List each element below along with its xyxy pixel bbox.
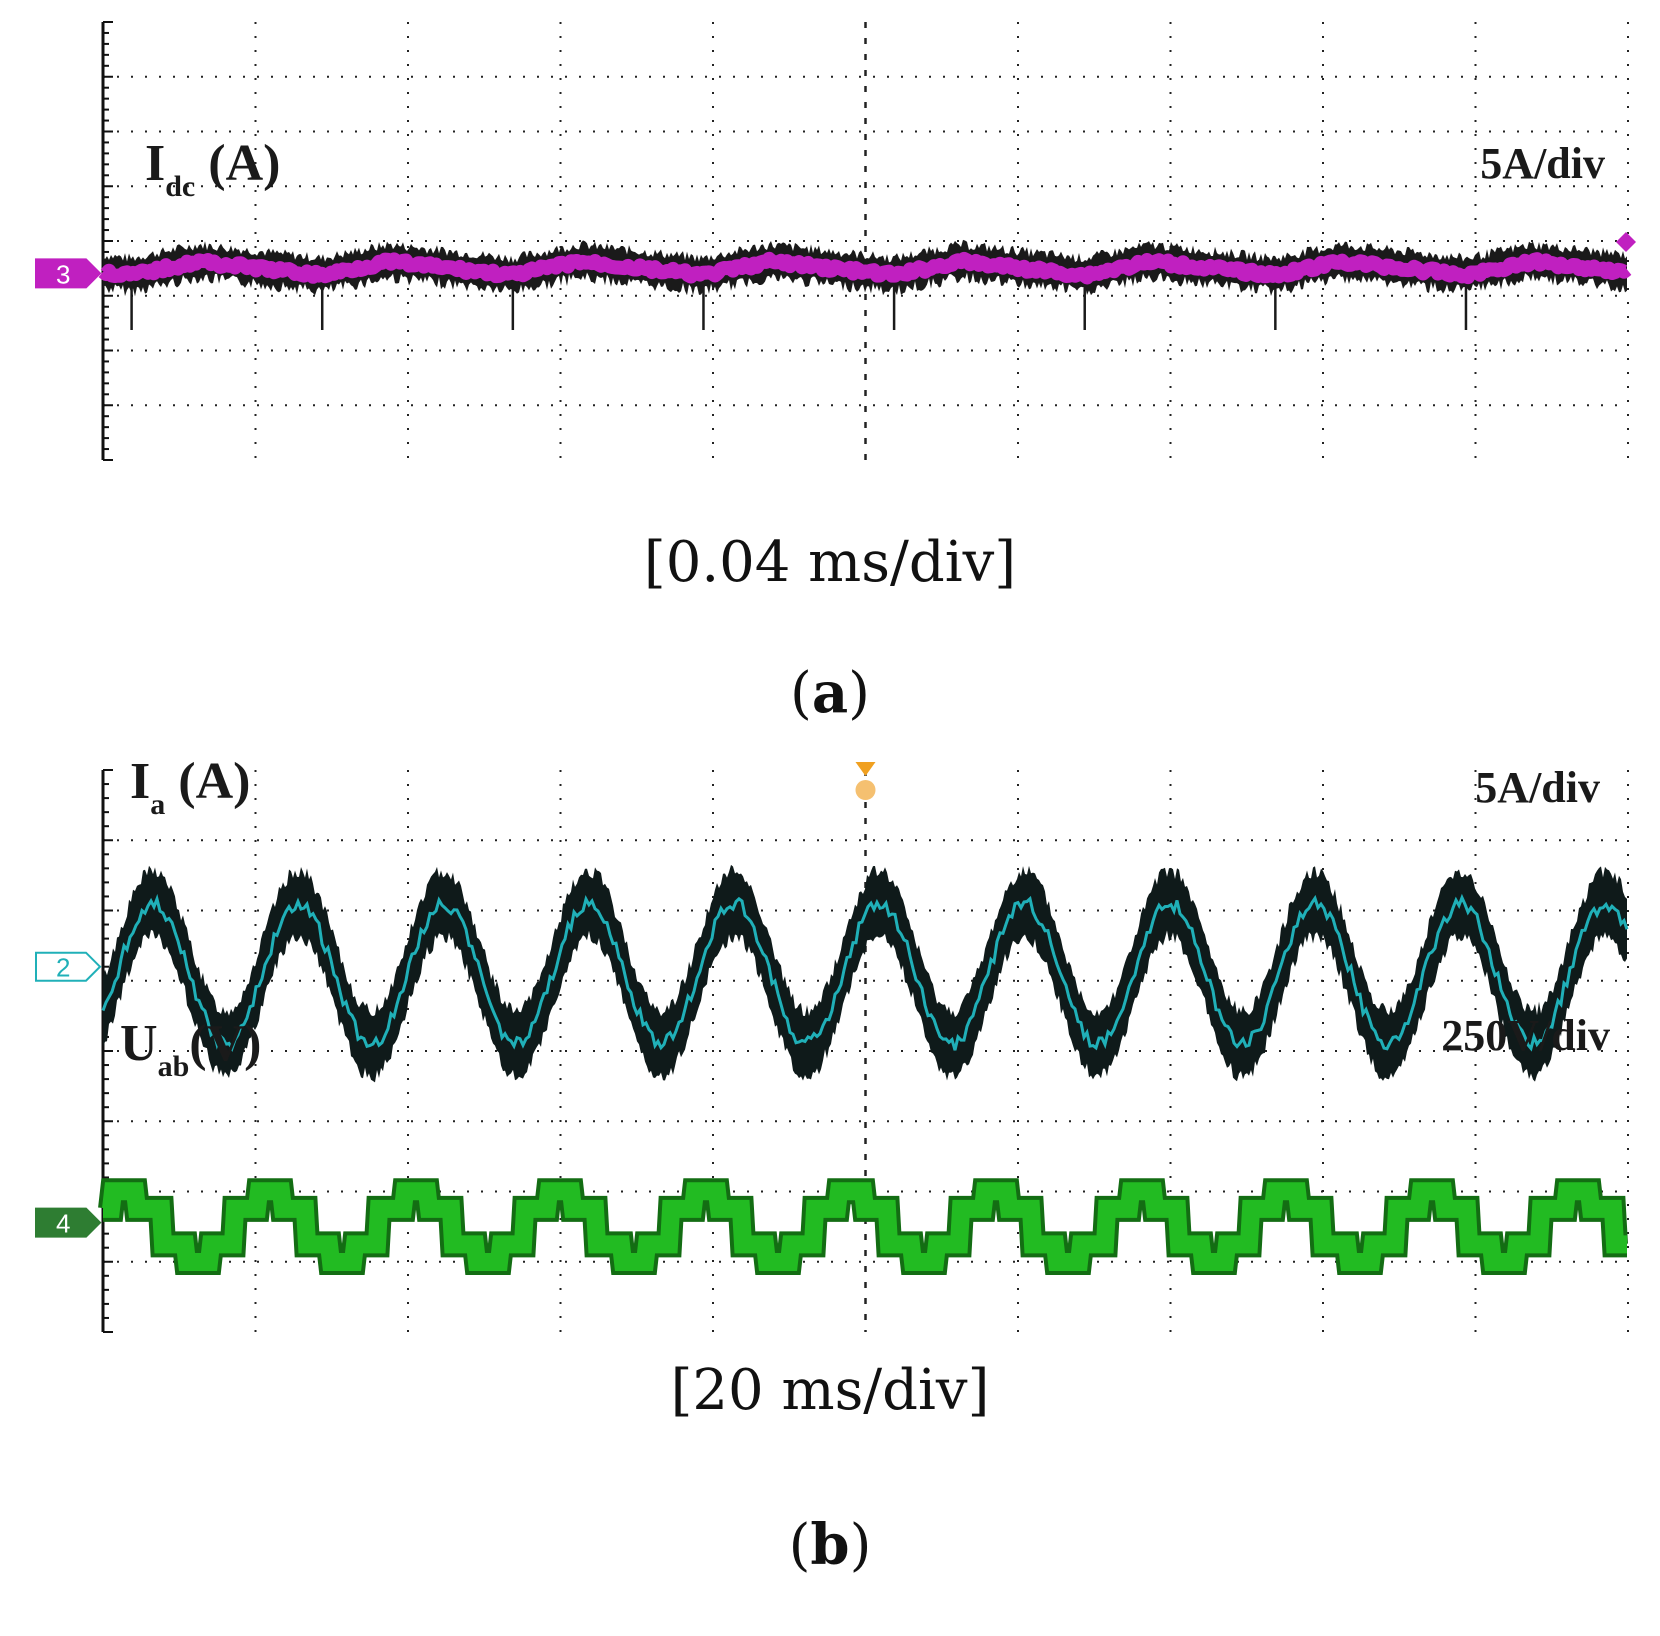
timebase-label-b: [20 ms/div] xyxy=(670,1358,990,1423)
b-trigger-marker xyxy=(855,762,876,776)
panel-letter-b: b xyxy=(810,1512,850,1578)
b-ia-channel-marker: 2 xyxy=(35,951,102,983)
b-ia-channel-marker-shape xyxy=(35,951,102,982)
panel-a: 3 Idc (A) 5A/div [0.04 ms/div] (a) xyxy=(0,0,1660,726)
b-ia-series-label: Ia (A) xyxy=(130,753,250,821)
b-ia-series-label-main: I xyxy=(130,753,150,810)
a-grid xyxy=(101,21,1629,461)
a-series-idc xyxy=(98,251,1632,285)
a-series-label-main: I xyxy=(145,135,165,192)
panel-letter-a: a xyxy=(811,660,849,726)
panel-caption-a: (a) xyxy=(789,660,870,726)
a-series-label: Idc (A) xyxy=(145,135,280,203)
scope-display-a: 3 Idc (A) 5A/div xyxy=(35,21,1636,461)
b-series-uab xyxy=(102,1182,1627,1272)
panel-caption-b: (b) xyxy=(788,1512,872,1578)
b-series-ia xyxy=(101,893,1629,1052)
timebase-label-a: [0.04 ms/div] xyxy=(643,530,1017,595)
b-uab-channel-marker-shape xyxy=(35,1207,102,1238)
b-ia-scale-label: 5A/div xyxy=(1475,763,1600,812)
a-trigger-marker xyxy=(1616,232,1636,252)
b-ia-series-label-sub: a xyxy=(150,788,165,821)
panel-b: 2 Ia (A) 5A/div 4 Uab(V) 250V/div [20 ms/div]… xyxy=(0,740,1660,1636)
a-series-label-unit: (A) xyxy=(195,135,280,192)
scope-display-b: 2 Ia (A) 5A/div 4 Uab(V) 250V/div xyxy=(35,753,1629,1333)
b-uab-series-label-sub: ab xyxy=(158,1050,190,1083)
a-series-label-sub: dc xyxy=(165,170,195,203)
a-channel-marker-shape xyxy=(35,258,102,289)
b-uab-scale-label: 250V/div xyxy=(1441,1011,1610,1060)
b-uab-series-label-unit: (V) xyxy=(189,1015,261,1072)
b-ia-noise-band xyxy=(103,864,1627,1083)
b-uab-series-label-main: U xyxy=(120,1015,158,1072)
b-uab-channel-number: 4 xyxy=(56,1209,70,1239)
b-uab-channel-marker: 4 xyxy=(35,1207,102,1239)
a-channel-marker: 3 xyxy=(35,258,102,289)
a-scale-label: 5A/div xyxy=(1480,139,1605,188)
b-trigger-dot xyxy=(855,780,876,800)
a-channel-number: 3 xyxy=(56,259,70,289)
b-grid xyxy=(101,769,1629,1333)
b-ia-channel-number: 2 xyxy=(56,953,70,983)
b-uab-series-label: Uab(V) xyxy=(120,1015,261,1083)
b-ia-series-label-unit: (A) xyxy=(165,753,250,810)
